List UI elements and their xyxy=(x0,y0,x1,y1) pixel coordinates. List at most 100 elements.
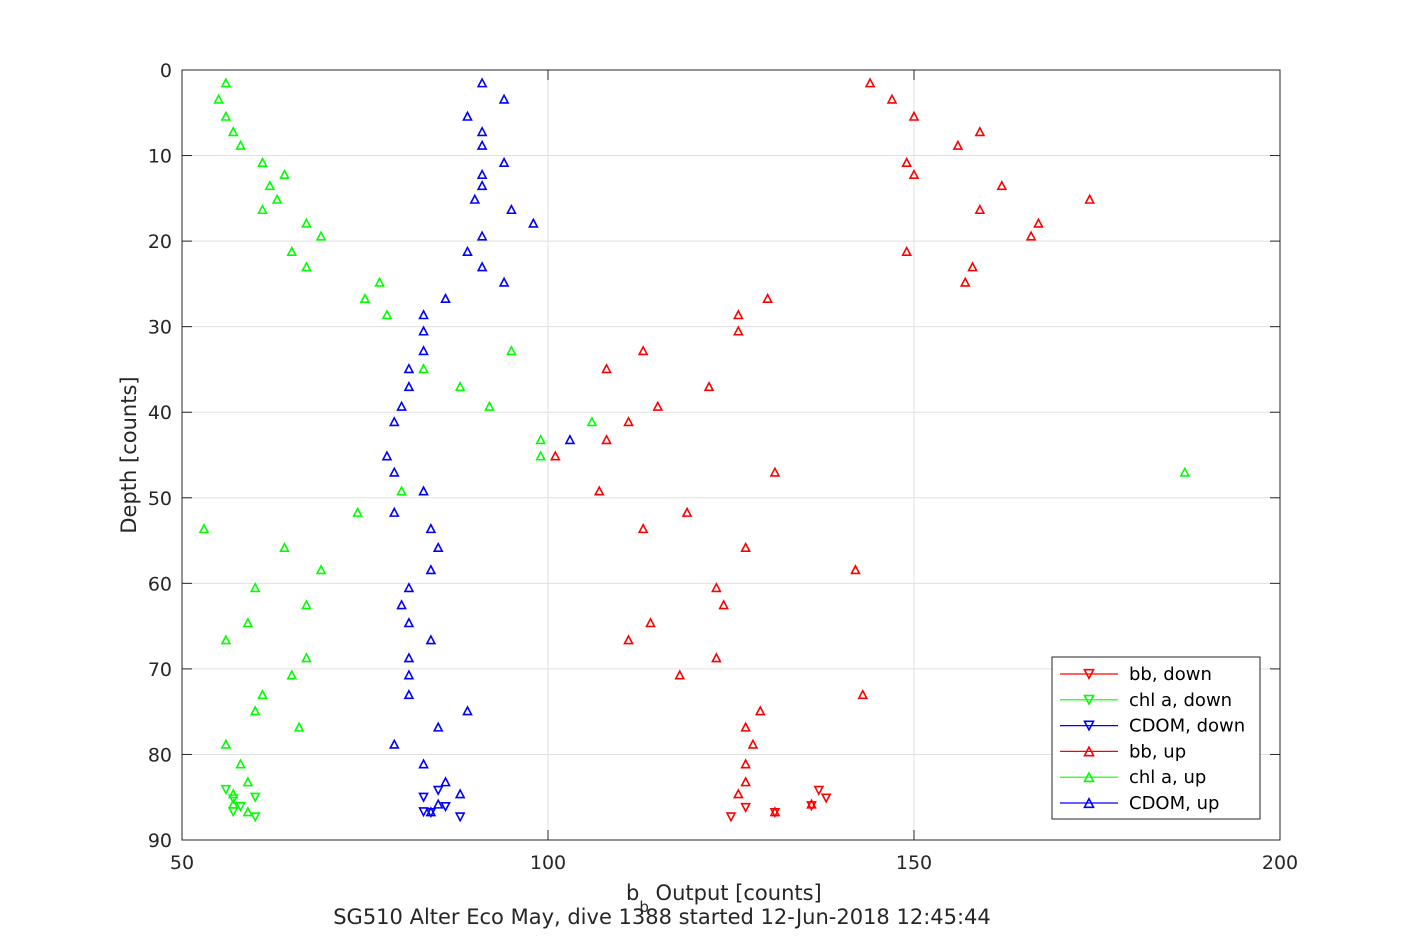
data-point xyxy=(220,634,232,645)
data-point xyxy=(769,806,781,817)
data-point xyxy=(425,564,437,575)
data-point xyxy=(440,776,451,787)
data-point xyxy=(476,77,488,88)
data-point xyxy=(249,812,261,823)
data-point xyxy=(959,276,971,287)
data-point xyxy=(674,669,686,680)
data-point xyxy=(381,309,393,320)
data-point xyxy=(535,434,547,445)
data-point xyxy=(301,599,312,610)
y-tick-label: 30 xyxy=(148,317,172,339)
data-point xyxy=(476,261,488,272)
legend: bb, down chl a, down CDOM, down bb, up chl a… xyxy=(1051,656,1261,820)
data-point xyxy=(498,156,510,167)
data-point xyxy=(454,812,466,823)
y-tick-label: 40 xyxy=(148,402,172,424)
legend-box xyxy=(1051,656,1261,820)
data-point xyxy=(476,168,488,179)
data-point xyxy=(286,669,298,680)
data-point xyxy=(974,126,986,137)
data-point xyxy=(593,485,605,496)
data-point xyxy=(886,93,898,104)
data-point xyxy=(974,203,986,215)
data-point xyxy=(279,541,290,553)
y-tick-label: 20 xyxy=(148,231,172,253)
data-point xyxy=(249,582,261,593)
data-point xyxy=(418,345,429,356)
data-point xyxy=(703,381,715,392)
data-point xyxy=(227,798,239,809)
x-axis-label: bb Output [counts] xyxy=(626,881,822,916)
legend-marker xyxy=(1083,694,1095,706)
data-point xyxy=(198,523,210,534)
data-point xyxy=(227,126,239,137)
chart-title: SG510 Alter Eco May, dive 1388 started 1… xyxy=(333,905,991,929)
data-point xyxy=(740,721,751,732)
legend-label: chl a, down xyxy=(1129,690,1232,711)
data-point xyxy=(227,794,239,805)
legend-entry: chl a, up xyxy=(1060,767,1206,788)
data-point xyxy=(352,506,364,517)
x-axis-label-sub: b xyxy=(639,898,649,916)
data-point xyxy=(476,139,488,150)
axis-ticks: 50 100 150 200 0 10 20 30 40 50 60 70 80 90 xyxy=(148,60,1298,874)
data-point xyxy=(418,758,429,769)
x-tick-label: 100 xyxy=(530,852,566,874)
data-point xyxy=(637,523,649,534)
data-point xyxy=(462,245,473,256)
data-point xyxy=(996,179,1008,191)
data-point xyxy=(440,292,451,304)
data-point xyxy=(462,705,473,716)
data-point xyxy=(732,325,744,336)
data-point xyxy=(564,434,576,445)
data-point xyxy=(257,156,268,167)
x-axis-label-b: b xyxy=(626,881,639,905)
data-point xyxy=(432,785,444,796)
data-point xyxy=(220,784,232,796)
y-tick-label: 10 xyxy=(148,146,172,168)
data-point xyxy=(286,245,298,256)
data-point xyxy=(403,652,415,663)
y-tick-label: 70 xyxy=(148,659,172,681)
legend-label: bb, down xyxy=(1129,664,1212,685)
data-point xyxy=(249,705,261,716)
data-point xyxy=(432,798,444,809)
legend-label: bb, up xyxy=(1129,741,1186,762)
legend-marker xyxy=(1083,745,1095,757)
plot-frame xyxy=(181,69,1281,841)
data-point xyxy=(220,738,232,749)
data-point xyxy=(732,309,744,320)
data-point xyxy=(432,541,444,553)
legend-label: chl a, up xyxy=(1129,767,1206,788)
legend-marker xyxy=(1083,771,1095,783)
legend-marker xyxy=(1083,668,1095,680)
data-point xyxy=(242,617,254,628)
data-point xyxy=(528,217,539,228)
data-marks xyxy=(198,77,1191,823)
data-point xyxy=(220,110,232,121)
data-point xyxy=(498,93,510,104)
data-point xyxy=(681,506,693,517)
x-tick-label: 50 xyxy=(170,852,194,874)
data-point xyxy=(432,721,444,732)
data-point xyxy=(418,485,429,496)
data-point xyxy=(711,652,722,663)
data-point xyxy=(403,617,415,628)
data-point xyxy=(381,450,393,461)
data-point xyxy=(652,400,664,411)
legend-entry: CDOM, down xyxy=(1060,716,1245,737)
data-point xyxy=(820,793,832,804)
data-point xyxy=(1025,230,1037,241)
y-tick-label: 0 xyxy=(160,60,172,82)
data-point xyxy=(469,193,481,204)
legend-label: CDOM, down xyxy=(1129,716,1245,737)
data-point xyxy=(227,788,239,799)
data-point xyxy=(813,785,825,796)
data-point xyxy=(747,738,759,749)
data-point xyxy=(235,139,246,150)
y-tick-label: 80 xyxy=(148,744,172,766)
data-point xyxy=(418,792,429,803)
data-point xyxy=(388,738,400,749)
data-point xyxy=(235,758,246,769)
data-point xyxy=(301,261,312,272)
